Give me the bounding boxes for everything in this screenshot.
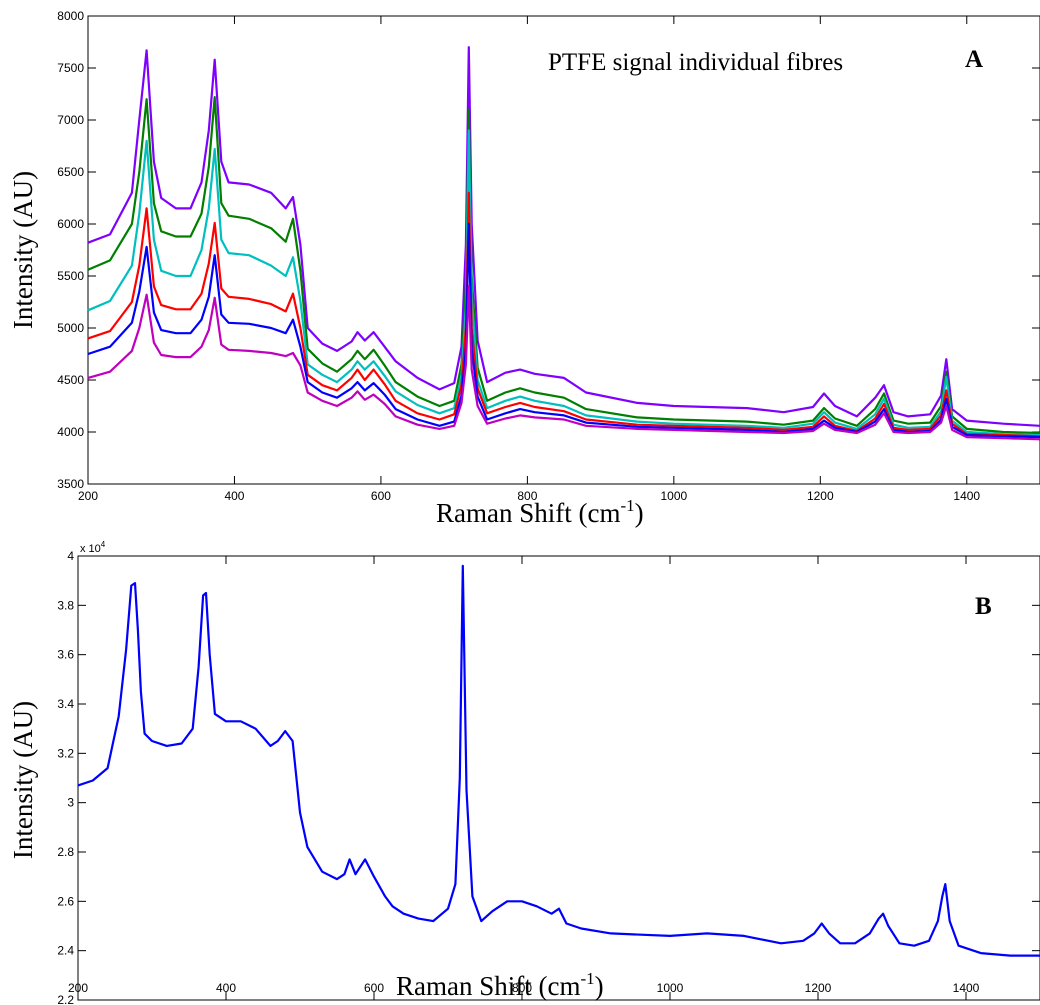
panel-b-ticks: 200 400 600 800 1000 1200 1400 2.2 2.4 2.6 2.8 3 3.2… [57, 549, 1040, 1005]
panel-b-series-lines [77, 564, 1040, 957]
panel-a-series-line-6 [87, 285, 1040, 441]
panel-b-xlabel-main: Raman Shift (cm [396, 971, 580, 1001]
panel-b-ytick-label: 3 [67, 796, 74, 810]
panel-a-ytick-label: 4000 [57, 425, 84, 439]
panel-a-ytick-label: 5000 [57, 321, 84, 335]
panel-b-xtick-label: 800 [512, 981, 532, 995]
panel-a-ytick-label: 7000 [57, 113, 84, 127]
panel-b-ytick-label: 3.6 [57, 648, 74, 662]
panel-b-xlabel-close: ) [595, 971, 604, 1001]
panel-a-series-line-4 [87, 191, 1040, 438]
panel-a-series-line-3 [87, 129, 1040, 437]
panel-a-ticks: 200 400 600 800 1000 1200 1400 3500 4000 4500 5000… [57, 9, 1040, 503]
panel-b-ylabel: Intensity (AU) [8, 701, 38, 859]
panel-a-series-line-1 [87, 46, 1040, 427]
panel-a-xtick-label: 1400 [953, 489, 980, 503]
panel-b-multiplier: x 104 [80, 540, 106, 555]
panel-b: 200 400 600 800 1000 1200 1400 2.2 2.4 2.6 2.8 3 3.2… [8, 540, 1040, 1005]
panel-b-xtick-label: 600 [364, 981, 384, 995]
panel-b-plot-frame [77, 555, 1040, 1001]
panel-b-ytick-label: 2.8 [57, 845, 74, 859]
panel-b-ytick-label: 2.2 [57, 993, 74, 1005]
panel-a-xlabel-close: ) [635, 498, 644, 528]
panel-b-series-line-1 [77, 564, 1040, 957]
panel-a-letter: A [965, 46, 983, 73]
panel-a: 200 400 600 800 1000 1200 1400 3500 4000 4500 5000… [8, 9, 1040, 528]
panel-b-multiplier-exp: 4 [101, 540, 106, 549]
panel-a-xlabel-main: Raman Shift (cm [436, 498, 620, 528]
panel-a-xlabel: Raman Shift (cm-1) [436, 496, 644, 528]
panel-b-xtick-label: 200 [68, 981, 88, 995]
panel-a-series-lines [87, 46, 1040, 441]
panel-a-xtick-label: 200 [78, 489, 98, 503]
panel-a-ylabel: Intensity (AU) [8, 171, 38, 329]
panel-a-ytick-label: 8000 [57, 9, 84, 23]
panel-b-multiplier-base: x 10 [80, 543, 101, 555]
panel-a-ytick-label: 6500 [57, 165, 84, 179]
panel-b-ytick-label: 3.8 [57, 598, 74, 612]
panel-a-ytick-label: 5500 [57, 269, 84, 283]
panel-b-ytick-label: 3.2 [57, 746, 74, 760]
panel-b-letter: B [975, 593, 992, 620]
panel-b-xtick-label: 400 [216, 981, 236, 995]
panel-a-xtick-label: 600 [371, 489, 391, 503]
panel-b-xlabel-sup: -1 [580, 969, 594, 988]
panel-a-xtick-label: 400 [224, 489, 244, 503]
panel-a-series-line-2 [87, 96, 1040, 435]
panel-a-ytick-label: 6000 [57, 217, 84, 231]
panel-b-xlabel: Raman Shift (cm-1) [396, 969, 604, 1001]
panel-b-ytick-label: 2.4 [57, 944, 74, 958]
panel-a-ytick-label: 7500 [57, 61, 84, 75]
panel-a-series-line-5 [87, 222, 1040, 439]
panel-a-ytick-label: 4500 [57, 373, 84, 387]
panel-b-ytick-label: 2.6 [57, 894, 74, 908]
panel-a-title: PTFE signal individual fibres [548, 49, 843, 76]
panel-b-xtick-label: 1200 [805, 981, 832, 995]
panel-a-xtick-label: 1000 [660, 489, 687, 503]
panel-b-xtick-label: 1400 [953, 981, 980, 995]
panel-a-xlabel-sup: -1 [620, 496, 634, 515]
panel-b-ytick-label: 3.4 [57, 697, 74, 711]
panel-a-xtick-label: 1200 [807, 489, 834, 503]
panel-a-xtick-label: 800 [517, 489, 537, 503]
panel-a-ytick-label: 3500 [57, 477, 84, 491]
panel-b-xtick-label: 1000 [657, 981, 684, 995]
panel-b-ytick-label: 4 [67, 549, 74, 563]
